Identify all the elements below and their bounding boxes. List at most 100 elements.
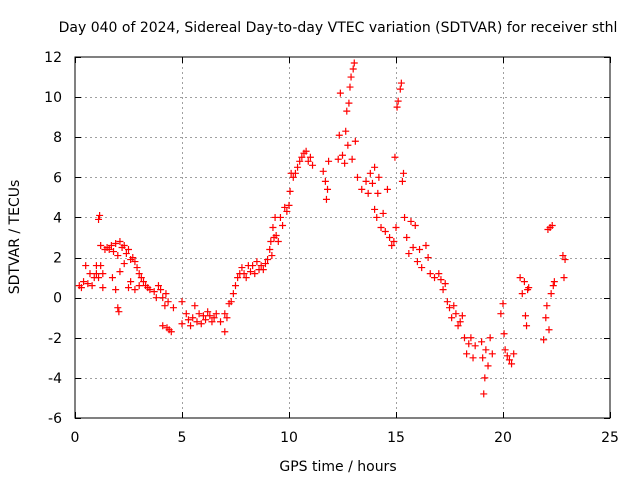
data-point bbox=[542, 314, 550, 322]
data-point bbox=[189, 314, 197, 322]
data-point bbox=[86, 270, 94, 278]
data-point bbox=[127, 278, 135, 286]
data-point bbox=[371, 163, 379, 171]
data-point bbox=[221, 328, 229, 336]
data-point bbox=[559, 252, 567, 260]
y-tick-label: 2 bbox=[53, 251, 62, 267]
data-point bbox=[257, 262, 265, 270]
data-point bbox=[413, 258, 421, 266]
data-point bbox=[344, 141, 352, 149]
data-point bbox=[448, 314, 456, 322]
data-point bbox=[482, 346, 490, 354]
data-point bbox=[99, 270, 107, 278]
data-point bbox=[191, 302, 199, 310]
chart-title: Day 040 of 2024, Sidereal Day-to-day VTE… bbox=[59, 20, 618, 36]
data-point bbox=[264, 256, 272, 264]
data-point bbox=[291, 169, 299, 177]
data-point bbox=[161, 302, 169, 310]
y-tick-label: 12 bbox=[44, 50, 62, 66]
data-point bbox=[289, 173, 297, 181]
data-point bbox=[206, 312, 214, 320]
data-point bbox=[341, 159, 349, 167]
data-point bbox=[346, 83, 354, 91]
data-point bbox=[238, 264, 246, 272]
data-point bbox=[221, 310, 229, 318]
data-point bbox=[441, 280, 449, 288]
data-point bbox=[411, 221, 419, 229]
data-point bbox=[129, 254, 137, 262]
x-tick-label: 5 bbox=[178, 430, 187, 446]
data-point bbox=[454, 322, 462, 330]
data-point bbox=[379, 209, 387, 217]
data-point bbox=[386, 234, 394, 241]
data-point bbox=[390, 238, 398, 246]
data-point bbox=[405, 250, 413, 258]
data-point bbox=[298, 153, 306, 161]
data-point bbox=[391, 153, 399, 161]
data-point bbox=[112, 286, 120, 294]
data-point bbox=[446, 304, 453, 312]
data-point bbox=[261, 260, 269, 268]
data-point bbox=[503, 352, 511, 360]
data-point bbox=[549, 282, 557, 290]
data-point bbox=[392, 223, 400, 231]
data-point bbox=[184, 316, 192, 324]
data-point bbox=[480, 390, 488, 398]
data-point bbox=[133, 264, 141, 272]
data-point bbox=[242, 274, 250, 282]
data-point bbox=[336, 89, 344, 97]
data-point bbox=[543, 302, 551, 310]
y-tick-label: 8 bbox=[53, 130, 62, 146]
data-point bbox=[520, 278, 528, 286]
data-point bbox=[347, 73, 355, 81]
data-point bbox=[195, 310, 203, 318]
data-point bbox=[309, 161, 317, 169]
data-point bbox=[157, 286, 165, 294]
data-point bbox=[456, 318, 464, 326]
data-point bbox=[431, 274, 439, 282]
data-point bbox=[178, 320, 186, 328]
data-point bbox=[350, 59, 358, 67]
data-point bbox=[283, 207, 291, 215]
data-point bbox=[294, 163, 302, 171]
data-point bbox=[269, 223, 277, 231]
data-point bbox=[353, 173, 361, 181]
data-point bbox=[484, 362, 492, 370]
data-point bbox=[525, 284, 533, 292]
data-point bbox=[159, 322, 167, 330]
data-point bbox=[523, 322, 531, 330]
data-point bbox=[167, 328, 175, 336]
data-point bbox=[80, 278, 88, 286]
data-point bbox=[164, 298, 172, 306]
data-point bbox=[416, 246, 424, 254]
data-point bbox=[335, 131, 343, 139]
data-point bbox=[115, 308, 123, 316]
data-point bbox=[371, 205, 379, 213]
data-point bbox=[339, 151, 346, 159]
x-tick-labels: 0 5 10 15 20 25 bbox=[71, 430, 619, 446]
data-point bbox=[321, 177, 329, 185]
x-tick-label: 15 bbox=[387, 430, 405, 446]
data-point bbox=[383, 185, 391, 193]
data-point bbox=[96, 211, 104, 219]
data-point bbox=[518, 290, 526, 298]
data-point bbox=[77, 284, 85, 292]
data-point bbox=[437, 276, 445, 284]
data-point bbox=[107, 242, 115, 250]
data-point bbox=[152, 294, 160, 302]
data-point bbox=[120, 242, 128, 250]
data-point bbox=[401, 213, 409, 221]
data-point bbox=[223, 314, 231, 322]
data-point bbox=[407, 217, 415, 225]
data-point bbox=[108, 274, 116, 282]
data-point bbox=[122, 250, 130, 258]
y-tick-label: 4 bbox=[53, 210, 62, 226]
data-point bbox=[450, 302, 458, 310]
data-point bbox=[478, 338, 486, 346]
data-point bbox=[547, 290, 555, 298]
data-point bbox=[114, 304, 122, 312]
x-tick-label: 25 bbox=[601, 430, 619, 446]
x-tick-label: 10 bbox=[280, 430, 298, 446]
data-point bbox=[545, 326, 553, 334]
data-point bbox=[251, 270, 259, 278]
